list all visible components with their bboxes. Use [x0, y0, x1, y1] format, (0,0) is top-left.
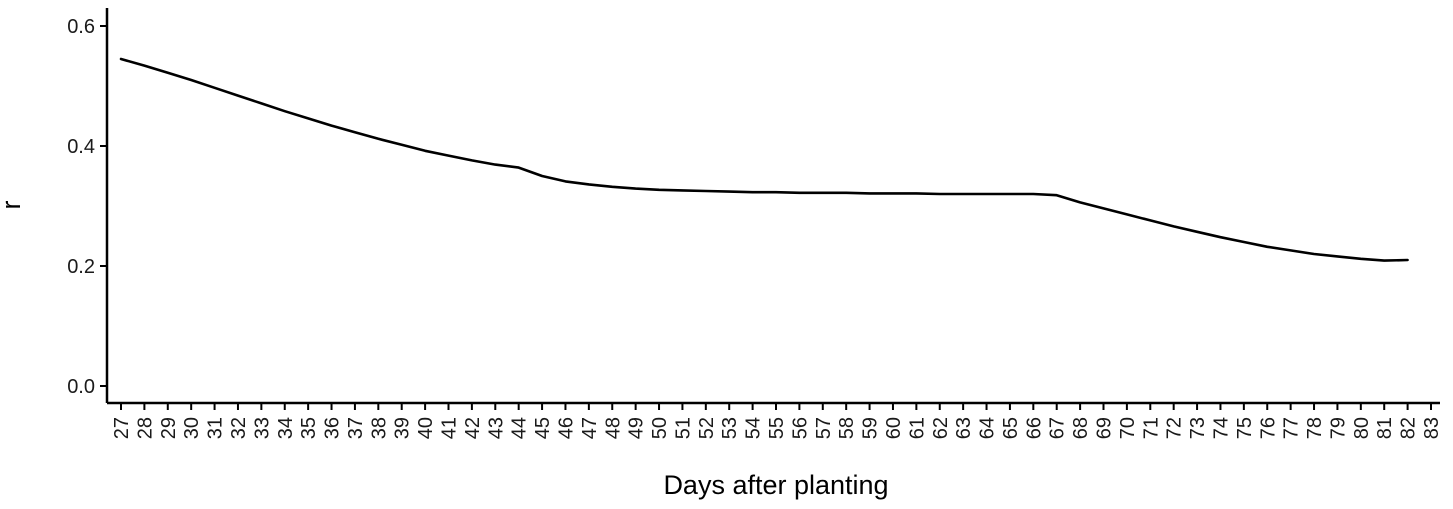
- x-tick-label: 35: [298, 417, 320, 439]
- x-axis-title: Days after planting: [663, 470, 888, 500]
- x-tick-label: 48: [602, 417, 624, 439]
- x-tick-label: 52: [696, 417, 718, 439]
- x-tick-label: 54: [743, 417, 765, 439]
- x-tick-label: 68: [1070, 417, 1092, 439]
- x-tick-label: 73: [1187, 417, 1209, 439]
- x-tick-label: 71: [1140, 417, 1162, 439]
- x-tick-label: 82: [1398, 417, 1420, 439]
- x-tick-label: 44: [509, 417, 531, 439]
- x-tick-label: 46: [555, 417, 577, 439]
- x-tick-label: 65: [1000, 417, 1022, 439]
- x-tick-label: 40: [415, 417, 437, 439]
- x-tick-label: 74: [1210, 417, 1232, 439]
- x-axis-ticks: 27 28 29 30 31 32 33 34 35 36 37 38 39 40 41 42 43 44 45 46…: [111, 403, 1443, 439]
- x-tick-label: 80: [1351, 417, 1373, 439]
- x-tick-label: 76: [1257, 417, 1279, 439]
- x-tick-label: 55: [766, 417, 788, 439]
- x-tick-label: 58: [836, 417, 858, 439]
- y-axis-title: r: [0, 201, 26, 210]
- y-tick-label: 0.2: [67, 256, 95, 278]
- x-tick-label: 37: [345, 417, 367, 439]
- x-tick-label: 32: [228, 417, 250, 439]
- x-tick-label: 64: [977, 417, 999, 439]
- x-tick-label: 56: [789, 417, 811, 439]
- x-tick-label: 61: [906, 417, 928, 439]
- y-tick-label: 0.6: [67, 16, 95, 38]
- x-tick-label: 33: [251, 417, 273, 439]
- x-tick-label: 67: [1047, 417, 1069, 439]
- y-tick-label: 0.4: [67, 136, 95, 158]
- x-tick-label: 72: [1164, 417, 1186, 439]
- series-line: [119, 57, 1409, 262]
- x-tick-label: 39: [392, 417, 414, 439]
- x-tick-label: 75: [1234, 417, 1256, 439]
- x-tick-label: 81: [1374, 417, 1396, 439]
- x-tick-label: 34: [275, 417, 297, 439]
- x-tick-label: 57: [813, 417, 835, 439]
- x-tick-label: 38: [368, 417, 390, 439]
- x-tick-label: 69: [1094, 417, 1116, 439]
- x-tick-label: 60: [883, 417, 905, 439]
- x-tick-label: 50: [649, 417, 671, 439]
- x-tick-label: 83: [1421, 417, 1443, 439]
- x-tick-label: 30: [181, 417, 203, 439]
- x-tick-label: 27: [111, 417, 133, 439]
- x-tick-label: 78: [1304, 417, 1326, 439]
- x-tick-label: 47: [579, 417, 601, 439]
- x-tick-label: 63: [953, 417, 975, 439]
- x-tick-label: 51: [672, 417, 694, 439]
- y-axis-ticks: 0.0 0.2 0.4 0.6: [67, 16, 107, 398]
- x-tick-label: 43: [485, 417, 507, 439]
- x-tick-label: 70: [1117, 417, 1139, 439]
- x-tick-label: 42: [462, 417, 484, 439]
- y-tick-label: 0.0: [67, 376, 95, 398]
- x-tick-label: 62: [930, 417, 952, 439]
- x-tick-label: 49: [626, 417, 648, 439]
- x-tick-label: 53: [719, 417, 741, 439]
- x-tick-label: 29: [158, 417, 180, 439]
- x-tick-label: 79: [1327, 417, 1349, 439]
- x-tick-label: 45: [532, 417, 554, 439]
- x-tick-label: 28: [134, 417, 156, 439]
- x-tick-label: 77: [1281, 417, 1303, 439]
- x-tick-label: 59: [860, 417, 882, 439]
- x-tick-label: 66: [1023, 417, 1045, 439]
- x-tick-label: 41: [439, 417, 461, 439]
- x-tick-label: 36: [322, 417, 344, 439]
- x-tick-label: 31: [205, 417, 227, 439]
